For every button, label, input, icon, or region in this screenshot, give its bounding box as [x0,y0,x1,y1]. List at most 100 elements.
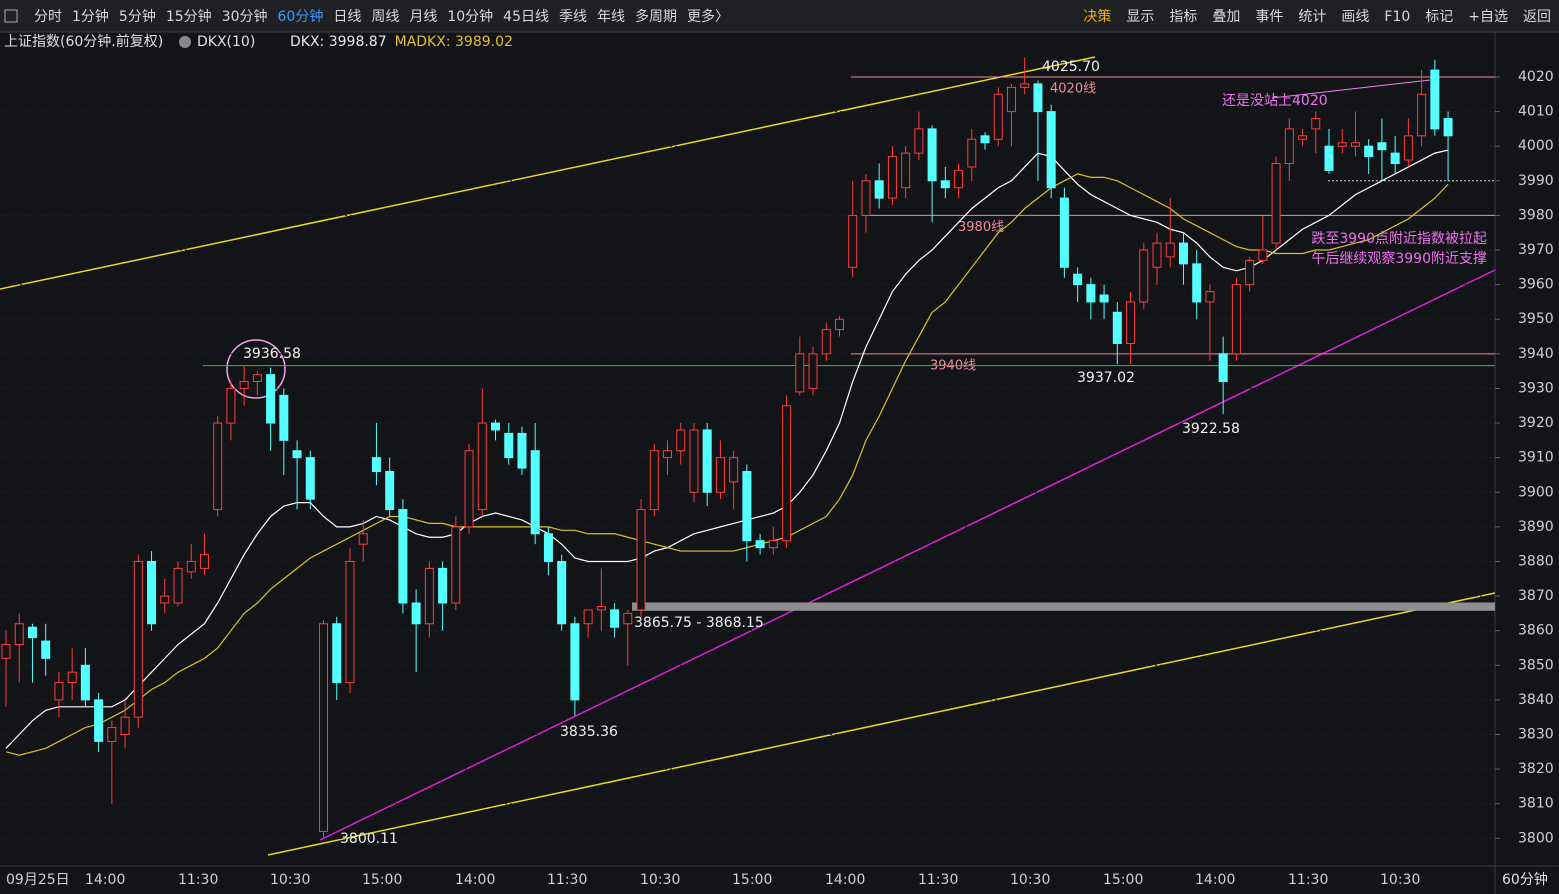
candle-body [371,457,381,472]
candle-body [729,457,739,483]
candle-body [358,533,368,545]
toolbar-button[interactable]: F10 [1384,9,1410,25]
candle-body [94,699,104,742]
candle-body [1417,93,1427,137]
x-tick-label: 15:00 [732,872,772,888]
indicator-icon[interactable] [179,36,191,48]
candle-body [1,644,11,659]
period-tab[interactable]: 月线 [409,9,437,25]
candle-body [1218,353,1228,383]
period-tab[interactable]: 5分钟 [119,8,156,25]
period-tab[interactable]: 10分钟 [447,8,493,25]
legend-entry: MADKX: 3989.02 [395,34,513,50]
toolbar-button[interactable]: 指标 [1169,9,1197,25]
candle-body [755,540,765,549]
candle-body [1324,145,1334,171]
candle-body [1377,142,1387,151]
period-tab[interactable]: 45日线 [503,9,549,25]
period-tab[interactable]: 更多〉 [687,8,729,25]
price-label: 4025.70 [1042,59,1100,75]
candle-body [160,595,170,604]
y-tick-label: 4000 [1518,138,1554,154]
candle-body [715,457,725,493]
toolbar-button[interactable]: 统计 [1298,9,1326,25]
toolbar-button[interactable]: 显示 [1126,9,1154,25]
candle-body [1112,311,1122,344]
period-tab[interactable]: 季线 [559,9,587,25]
candle-body [1298,135,1308,140]
price-label: 3800.11 [340,831,398,847]
toolbar-button[interactable]: +自选 [1468,9,1508,25]
y-tick-label: 3890 [1518,519,1554,535]
x-axis-area [0,866,1559,894]
candle-body [887,156,897,199]
period-tab[interactable]: 周线 [371,9,399,25]
candle-body [133,560,143,718]
price-label: 3937.02 [1077,370,1135,386]
candle-body [1086,284,1096,303]
candle-body [993,93,1003,140]
candle-body [570,623,580,701]
x-tick-label: 15:00 [362,872,402,888]
candle-body [332,623,342,684]
candle-body [1073,273,1083,286]
x-tick-label: 10:30 [640,872,680,888]
candle-body [636,509,646,611]
indicator-line [5,173,1449,756]
candle-body [1245,259,1255,286]
period-tab[interactable]: 1分钟 [72,8,109,25]
candle-body [861,180,871,216]
y-tick-label: 3820 [1518,761,1554,777]
y-tick-label: 3960 [1518,277,1554,293]
menu-icon[interactable] [4,9,18,23]
x-tick-label: 10:30 [1380,872,1420,888]
candle-body [649,450,659,511]
period-tab[interactable]: 60分钟 [278,8,324,25]
y-tick-label: 4010 [1518,104,1554,120]
y-tick-label: 3860 [1518,623,1554,639]
candle-body [782,405,792,542]
toolbar-button[interactable]: 返回 [1523,9,1551,25]
candle-body [345,560,355,684]
candle-body [663,450,672,459]
y-tick-label: 3800 [1518,830,1554,846]
candle-body [1403,135,1413,161]
toolbar-button[interactable]: 画线 [1341,9,1369,25]
period-tab[interactable]: 分时 [34,9,62,25]
period-tab[interactable]: 15分钟 [166,8,212,25]
y-tick-label: 3920 [1518,415,1554,431]
y-tick-label: 3850 [1518,657,1554,673]
candle-body [874,180,884,199]
period-tab[interactable]: 日线 [333,9,361,25]
x-tick-label: 15:00 [1103,872,1143,888]
candle-body [173,567,183,604]
candle-body [14,623,24,646]
trend-line [0,56,1096,290]
candle-body [491,422,501,431]
trend-line [267,592,1496,856]
candle-body [398,509,408,604]
candle-body [54,682,64,701]
arrow [1271,79,1431,99]
y-tick-label: 3990 [1518,173,1554,189]
toolbar-button[interactable]: 事件 [1255,9,1283,25]
toolbar-button[interactable]: 叠加 [1212,9,1240,25]
period-label: 60分钟 [1502,871,1548,888]
candle-body [319,623,329,832]
period-tab[interactable]: 多周期 [635,8,677,25]
y-tick-label: 3810 [1518,796,1554,812]
candle-body [1271,163,1281,244]
y-tick-label: 3950 [1518,311,1554,327]
toolbar-button[interactable]: 标记 [1425,9,1453,25]
candle-body [147,560,157,625]
candle-body [1390,152,1400,165]
candle-body [1020,83,1030,88]
period-tab[interactable]: 30分钟 [222,8,268,25]
toolbar-button[interactable]: 决策 [1083,8,1111,25]
candle-body [967,138,977,168]
candle-body [927,128,937,182]
period-tab[interactable]: 年线 [597,9,625,25]
candle-body [199,554,209,569]
candle-body [1311,118,1321,130]
